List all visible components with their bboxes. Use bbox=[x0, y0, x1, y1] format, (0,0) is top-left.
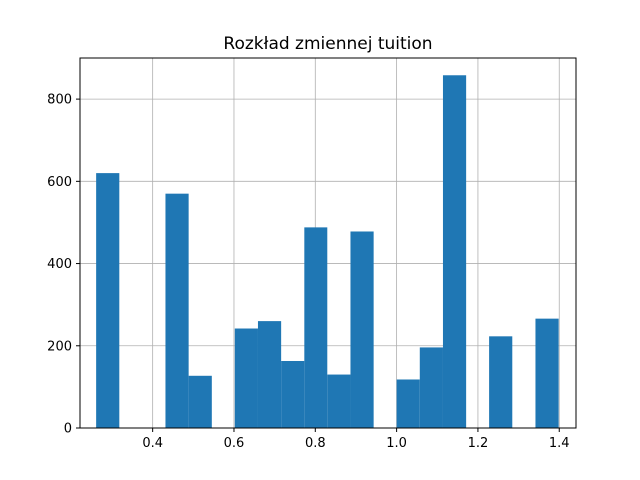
x-tick-label: 1.0 bbox=[386, 436, 407, 451]
histogram-bar bbox=[96, 173, 120, 428]
chart-title: Rozkład zmiennej tuition bbox=[223, 34, 432, 54]
histogram-bar bbox=[489, 336, 513, 428]
x-tick-label: 0.6 bbox=[224, 436, 245, 451]
x-tick-label: 1.2 bbox=[468, 436, 489, 451]
histogram-bar bbox=[419, 347, 443, 428]
y-tick-label: 0 bbox=[64, 422, 72, 437]
plot-frame bbox=[79, 57, 577, 429]
histogram-bar bbox=[234, 328, 258, 428]
y-tick-label: 400 bbox=[47, 257, 72, 272]
x-tick-label: 0.4 bbox=[142, 436, 163, 451]
histogram-bar bbox=[188, 375, 212, 428]
histogram-bar bbox=[535, 318, 559, 428]
histogram-bar bbox=[165, 193, 189, 428]
x-tick-label: 0.8 bbox=[305, 436, 326, 451]
histogram-bar bbox=[327, 374, 351, 428]
histogram-bar bbox=[281, 360, 305, 428]
histogram-bar bbox=[257, 321, 282, 428]
histogram-bar bbox=[442, 75, 467, 429]
histogram-bar bbox=[304, 227, 328, 428]
y-tick-label: 800 bbox=[47, 93, 72, 108]
y-tick-label: 200 bbox=[47, 339, 72, 354]
histogram-bar bbox=[350, 231, 374, 428]
histogram-bars bbox=[96, 75, 559, 429]
axis-ticks: 0.4 0.6 0.8 1.0 1.2 1.4 0 200 400 600 800 bbox=[47, 93, 569, 451]
histogram-bar bbox=[396, 379, 420, 428]
x-tick-label: 1.4 bbox=[549, 436, 570, 451]
y-tick-label: 600 bbox=[47, 175, 72, 190]
